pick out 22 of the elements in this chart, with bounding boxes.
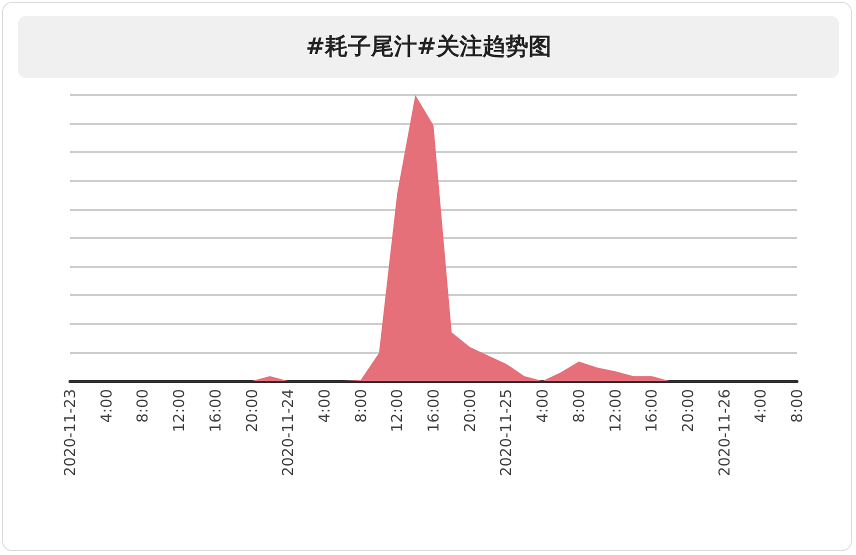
x-tick-label: 2020-11-24	[279, 389, 298, 476]
x-tick-label: 16:00	[206, 389, 224, 432]
x-tick-label: 20:00	[242, 389, 261, 432]
x-tick-label: 20:00	[678, 389, 697, 432]
chart-title: #耗子尾汁#关注趋势图	[18, 16, 839, 78]
x-tick-label: 8:00	[352, 389, 370, 423]
x-tick-label: 16:00	[642, 389, 661, 432]
x-tick-label: 20:00	[460, 389, 479, 432]
x-tick-label: 8:00	[134, 389, 152, 423]
x-tick-label: 12:00	[606, 389, 624, 432]
x-tick-label: 4:00	[97, 389, 116, 423]
x-tick-label: 8:00	[570, 389, 588, 423]
x-tick-label: 8:00	[788, 389, 806, 423]
x-tick-label: 2020-11-23	[61, 389, 79, 476]
x-tick-label: 2020-11-26	[715, 389, 734, 476]
x-tick-label: 16:00	[424, 389, 442, 432]
x-tick-label: 4:00	[752, 389, 770, 423]
x-tick-label: 4:00	[315, 389, 334, 423]
x-tick-label: 4:00	[534, 389, 552, 423]
x-tick-label: 2020-11-25	[497, 389, 516, 476]
x-tick-label: 12:00	[388, 389, 406, 432]
x-tick-label: 12:00	[170, 389, 188, 432]
